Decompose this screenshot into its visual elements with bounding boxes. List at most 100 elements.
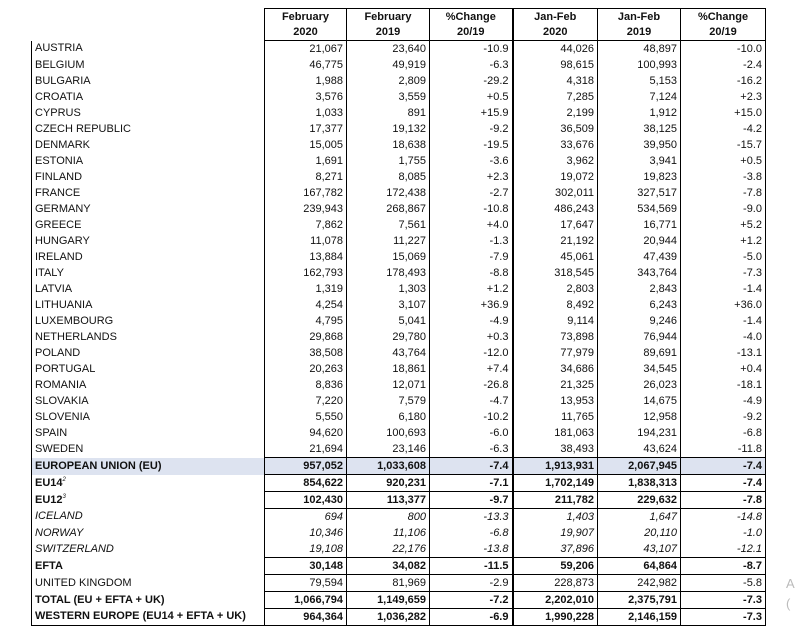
country-row: LUXEMBOURG 4,795 5,041 -4.9 9,114 9,246 -1.4 (31, 313, 766, 329)
row-label: CYPRUS (31, 105, 265, 121)
country-row: POLAND 38,508 43,764 -12.0 77,979 89,691 -13.1 (31, 345, 766, 361)
cell-change-janfeb: -7.3 (680, 608, 766, 626)
country-row: LITHUANIA 4,254 3,107 +36.9 8,492 6,243 +36.0 (31, 297, 766, 313)
efta-country-row: SWITZERLAND 19,108 22,176 -13.8 37,896 43,107… (31, 541, 766, 558)
cell-feb-2020: 17,377 (264, 121, 347, 137)
header-change-janfeb: %Change 20/19 (680, 8, 766, 41)
row-label: TOTAL (EU + EFTA + UK) (31, 591, 265, 609)
cell-change-janfeb: -16.2 (680, 73, 766, 89)
cell-feb-2019: 11,227 (346, 233, 430, 249)
cell-janfeb-2020: 17,647 (511, 217, 598, 233)
row-label: SLOVAKIA (31, 393, 265, 409)
row-label: WESTERN EUROPE (EU14 + EFTA + UK) (31, 608, 265, 626)
cell-change-feb: -2.7 (429, 185, 513, 201)
cell-change-janfeb: -18.1 (680, 377, 766, 393)
cell-change-janfeb: +2.3 (680, 89, 766, 105)
cell-change-janfeb: -7.3 (680, 265, 766, 281)
cell-janfeb-2019: 5,153 (597, 73, 681, 89)
cell-feb-2019: 6,180 (346, 409, 430, 425)
row-label: EUROPEAN UNION (EU) (31, 457, 265, 475)
cell-feb-2019: 15,069 (346, 249, 430, 265)
cell-feb-2019: 1,033,608 (346, 457, 430, 475)
cell-janfeb-2019: 43,624 (597, 441, 681, 458)
row-label: UNITED KINGDOM (31, 574, 265, 592)
cell-janfeb-2019: 76,944 (597, 329, 681, 345)
cell-feb-2020: 4,254 (264, 297, 347, 313)
cell-change-janfeb: -7.8 (680, 185, 766, 201)
cell-change-janfeb: -9.0 (680, 201, 766, 217)
cell-change-feb: +0.3 (429, 329, 513, 345)
cell-feb-2019: 23,640 (346, 40, 430, 57)
cell-change-feb: -26.8 (429, 377, 513, 393)
cell-change-janfeb: -7.4 (680, 474, 766, 492)
cell-change-janfeb: -14.8 (680, 508, 766, 525)
country-row: SLOVAKIA 7,220 7,579 -4.7 13,953 14,675 -4.9 (31, 393, 766, 409)
cell-change-feb: -12.0 (429, 345, 513, 361)
cell-feb-2019: 920,231 (346, 474, 430, 492)
cell-feb-2020: 11,078 (264, 233, 347, 249)
cell-change-janfeb: -4.9 (680, 393, 766, 409)
cell-change-feb: -1.3 (429, 233, 513, 249)
cell-feb-2019: 22,176 (346, 541, 430, 558)
cell-janfeb-2019: 534,569 (597, 201, 681, 217)
cell-change-janfeb: -11.8 (680, 441, 766, 458)
cell-janfeb-2019: 2,843 (597, 281, 681, 297)
cell-feb-2020: 162,793 (264, 265, 347, 281)
cell-feb-2020: 79,594 (264, 574, 347, 592)
cell-feb-2019: 172,438 (346, 185, 430, 201)
cell-janfeb-2020: 9,114 (511, 313, 598, 329)
cell-feb-2020: 1,988 (264, 73, 347, 89)
cell-janfeb-2020: 181,063 (511, 425, 598, 441)
header-country (32, 9, 265, 41)
cell-feb-2019: 12,071 (346, 377, 430, 393)
cell-feb-2020: 694 (264, 508, 347, 525)
cell-change-feb: -4.9 (429, 313, 513, 329)
cell-change-feb: -8.8 (429, 265, 513, 281)
cell-janfeb-2019: 43,107 (597, 541, 681, 558)
cell-change-janfeb: -1.4 (680, 313, 766, 329)
cell-janfeb-2020: 2,803 (511, 281, 598, 297)
header-row: February 2020 February 2019 %Change 20/19 J… (32, 8, 766, 41)
cell-feb-2020: 46,775 (264, 57, 347, 73)
cell-feb-2019: 8,085 (346, 169, 430, 185)
row-label: SWEDEN (31, 441, 265, 458)
cell-change-janfeb: -8.7 (680, 557, 766, 575)
cell-feb-2019: 43,764 (346, 345, 430, 361)
row-label: GREECE (31, 217, 265, 233)
eu-total-row: EUROPEAN UNION (EU) 957,052 1,033,608 -7.4 1… (31, 457, 766, 475)
cell-janfeb-2019: 26,023 (597, 377, 681, 393)
cell-change-janfeb: -6.8 (680, 425, 766, 441)
cell-change-janfeb: -5.0 (680, 249, 766, 265)
country-row: SLOVENIA 5,550 6,180 -10.2 11,765 12,958 -9.2 (31, 409, 766, 425)
cell-feb-2019: 113,377 (346, 491, 430, 509)
country-row: ESTONIA 1,691 1,755 -3.6 3,962 3,941 +0.5 (31, 153, 766, 169)
cell-janfeb-2020: 228,873 (511, 574, 598, 592)
cell-feb-2020: 94,620 (264, 425, 347, 441)
header-feb-2019: February 2019 (346, 8, 430, 41)
cell-janfeb-2019: 47,439 (597, 249, 681, 265)
cell-janfeb-2020: 4,318 (511, 73, 598, 89)
grand-total-row: TOTAL (EU + EFTA + UK) 1,066,794 1,149,659… (31, 591, 766, 609)
row-label: ESTONIA (31, 153, 265, 169)
cell-janfeb-2019: 6,243 (597, 297, 681, 313)
cell-change-janfeb: -4.2 (680, 121, 766, 137)
cell-change-janfeb: +36.0 (680, 297, 766, 313)
cell-janfeb-2019: 1,647 (597, 508, 681, 525)
header-janfeb-2019: Jan-Feb 2019 (597, 8, 681, 41)
cell-change-janfeb: -15.7 (680, 137, 766, 153)
cell-change-feb: -6.3 (429, 441, 513, 458)
row-label: IRELAND (31, 249, 265, 265)
row-label: CROATIA (31, 89, 265, 105)
cell-change-feb: -6.0 (429, 425, 513, 441)
row-label: HUNGARY (31, 233, 265, 249)
cell-feb-2020: 4,795 (264, 313, 347, 329)
cell-change-janfeb: +5.2 (680, 217, 766, 233)
row-label: ITALY (31, 265, 265, 281)
cell-janfeb-2020: 302,011 (511, 185, 598, 201)
country-row: AUSTRIA 21,067 23,640 -10.9 44,026 48,897 -10.… (31, 40, 766, 57)
cell-change-feb: -2.9 (429, 574, 513, 592)
cell-feb-2020: 854,622 (264, 474, 347, 492)
cell-janfeb-2019: 2,067,945 (597, 457, 681, 475)
cell-janfeb-2020: 19,907 (511, 525, 598, 541)
cell-feb-2020: 239,943 (264, 201, 347, 217)
